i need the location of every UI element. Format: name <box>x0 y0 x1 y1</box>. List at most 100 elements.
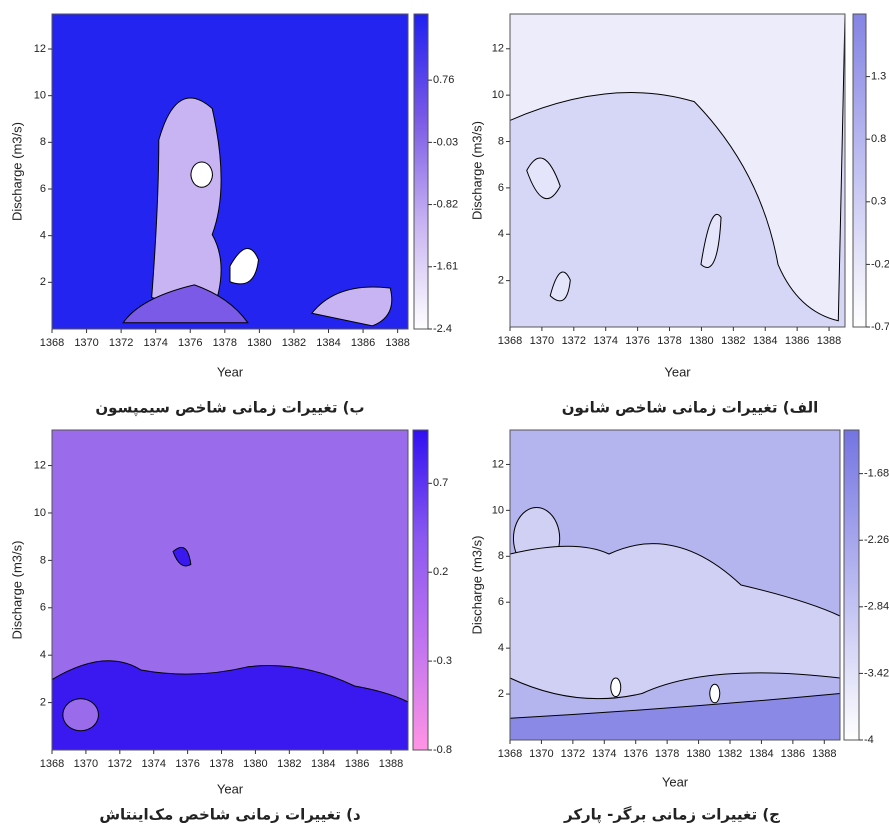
x-tick-label: 1380 <box>686 748 710 760</box>
colorbar-tick-label: 0.76 <box>433 74 454 86</box>
x-tick-label: 1368 <box>498 335 522 347</box>
colorbar-tick-label: -2.26 <box>864 534 889 546</box>
y-axis-label: Discharge (m3/s) <box>9 541 24 640</box>
x-tick-label: 1376 <box>175 758 199 770</box>
x-tick-label: 1378 <box>657 335 681 347</box>
contour-region <box>527 158 561 199</box>
contour-region <box>173 547 191 566</box>
x-tick-label: 1370 <box>74 337 98 349</box>
x-tick-label: 1372 <box>562 335 586 347</box>
y-tick-label: 2 <box>40 276 46 288</box>
x-tick-label: 1378 <box>655 748 679 760</box>
colorbar-tick-label: -0.3 <box>433 655 452 667</box>
caption: د) تغییرات زمانی شاخص مک‌اینتاش <box>99 806 361 824</box>
colorbar-tick-label: 0.3 <box>871 196 886 208</box>
y-tick-label: 4 <box>498 642 504 654</box>
contour-region <box>510 14 845 321</box>
x-axis-label: Year <box>664 364 691 379</box>
x-tick-label: 1384 <box>311 758 335 770</box>
x-tick-label: 1382 <box>282 337 306 349</box>
x-tick-label: 1378 <box>209 758 233 770</box>
contour-region <box>52 661 408 750</box>
x-tick-label: 1372 <box>561 748 585 760</box>
x-axis-label: Year <box>217 364 244 379</box>
contour-region <box>701 214 721 267</box>
x-tick-label: 1370 <box>530 335 554 347</box>
y-tick-label: 10 <box>34 507 46 519</box>
y-tick-label: 12 <box>492 458 504 470</box>
x-tick-label: 1386 <box>351 337 375 349</box>
x-tick-label: 1372 <box>108 758 132 770</box>
contour-region <box>550 272 570 301</box>
y-tick-label: 8 <box>40 136 46 148</box>
x-tick-label: 1388 <box>817 335 841 347</box>
x-tick-label: 1386 <box>785 335 809 347</box>
y-tick-label: 10 <box>492 89 504 101</box>
x-tick-label: 1380 <box>243 758 267 770</box>
colorbar-tick-label: -3.42 <box>864 667 889 679</box>
y-axis-label: Discharge (m3/s) <box>9 122 24 221</box>
y-tick-label: 10 <box>492 504 504 516</box>
colorbar-tick-label: 0.2 <box>433 566 448 578</box>
caption: ج) تغییرات زمانی برگر- پارکر <box>563 806 780 825</box>
x-tick-label: 1374 <box>592 748 616 760</box>
colorbar-tick-label: 0.8 <box>871 133 886 145</box>
colorbar-tick-label: -2.4 <box>433 323 452 335</box>
colorbar <box>843 429 860 741</box>
x-tick-label: 1384 <box>316 337 340 349</box>
plot-frame <box>51 13 409 330</box>
x-tick-label: 1376 <box>625 335 649 347</box>
plot-frame <box>509 13 846 328</box>
x-tick-label: 1376 <box>623 748 647 760</box>
colorbar <box>412 429 429 751</box>
x-tick-label: 1382 <box>277 758 301 770</box>
y-tick-label: 2 <box>498 688 504 700</box>
y-tick-label: 6 <box>498 182 504 194</box>
x-tick-label: 1380 <box>689 335 713 347</box>
contour-region <box>230 249 258 284</box>
x-tick-label: 1370 <box>529 748 553 760</box>
x-tick-label: 1368 <box>498 748 522 760</box>
x-tick-label: 1378 <box>213 337 237 349</box>
x-tick-label: 1388 <box>385 337 409 349</box>
y-tick-label: 6 <box>40 602 46 614</box>
y-tick-label: 6 <box>498 596 504 608</box>
colorbar-tick-label: -1.61 <box>433 261 458 273</box>
contour-region <box>63 699 99 731</box>
plot-frame <box>509 429 841 741</box>
y-tick-label: 2 <box>40 696 46 708</box>
y-axis-label: Discharge (m3/s) <box>469 121 484 220</box>
colorbar-tick-label: 1.3 <box>871 71 886 83</box>
x-tick-label: 1368 <box>40 337 64 349</box>
colorbar-tick-label: -0.8 <box>433 744 452 756</box>
contour-region <box>710 684 720 703</box>
contour-region <box>611 678 621 697</box>
caption: الف) تغییرات زمانی شاخص شانون <box>562 399 819 417</box>
contour-region <box>152 98 221 313</box>
y-tick-label: 4 <box>498 228 504 240</box>
x-tick-label: 1386 <box>345 758 369 770</box>
colorbar-tick-label: -4 <box>864 734 874 746</box>
x-tick-label: 1388 <box>379 758 403 770</box>
plot-frame <box>51 429 409 751</box>
contour-region <box>312 287 392 326</box>
y-tick-label: 4 <box>40 649 46 661</box>
x-tick-label: 1370 <box>74 758 98 770</box>
colorbar-tick-label: 0.7 <box>433 477 448 489</box>
colorbar-tick-label: -1.68 <box>864 468 889 480</box>
x-tick-label: 1382 <box>718 748 742 760</box>
colorbar-tick-label: -0.82 <box>433 198 458 210</box>
x-tick-label: 1374 <box>143 337 167 349</box>
caption: ب) تغییرات زمانی شاخص سیمپسون <box>95 399 364 418</box>
x-tick-label: 1380 <box>247 337 271 349</box>
x-tick-label: 1384 <box>753 335 777 347</box>
x-axis-label: Year <box>217 781 244 796</box>
y-tick-label: 2 <box>498 275 504 287</box>
x-tick-label: 1384 <box>749 748 773 760</box>
contour-region <box>510 544 840 699</box>
colorbar <box>852 13 867 328</box>
y-tick-label: 6 <box>40 183 46 195</box>
contour-region <box>191 162 212 187</box>
x-tick-label: 1376 <box>178 337 202 349</box>
x-tick-label: 1386 <box>781 748 805 760</box>
